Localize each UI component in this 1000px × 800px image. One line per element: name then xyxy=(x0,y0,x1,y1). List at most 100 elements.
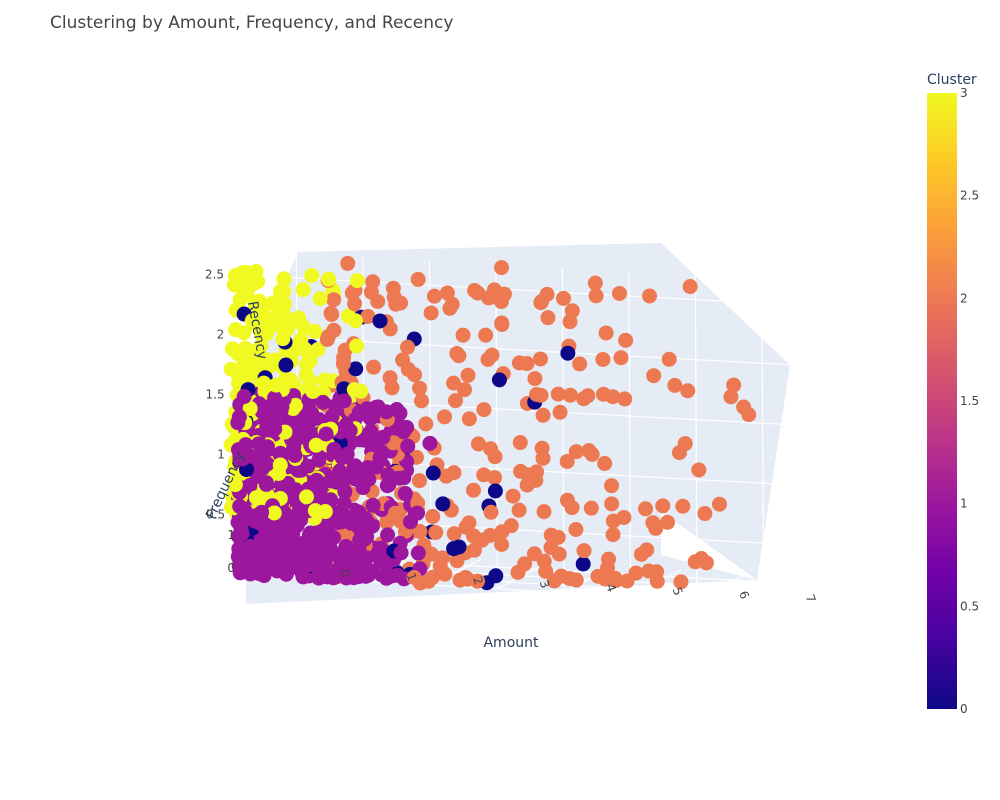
point-cluster-1 xyxy=(403,514,419,530)
point-cluster-2 xyxy=(438,468,454,484)
point-cluster-2 xyxy=(461,515,477,531)
point-cluster-2 xyxy=(388,296,404,312)
point-cluster-3 xyxy=(347,313,363,329)
point-cluster-3 xyxy=(285,313,301,329)
point-cluster-2 xyxy=(476,402,492,418)
point-cluster-1 xyxy=(262,525,278,541)
point-cluster-1 xyxy=(258,476,274,492)
point-cluster-2 xyxy=(590,568,606,584)
chart-title: Clustering by Amount, Frequency, and Rec… xyxy=(50,13,454,33)
x-tick-label: 1 xyxy=(404,571,420,583)
point-cluster-2 xyxy=(382,321,398,337)
point-cluster-1 xyxy=(326,441,342,457)
point-cluster-2 xyxy=(562,387,578,403)
point-cluster-1 xyxy=(327,569,343,585)
point-cluster-2 xyxy=(633,546,649,562)
point-cluster-1 xyxy=(288,537,304,553)
point-cluster-1 xyxy=(236,389,252,405)
point-cluster-2 xyxy=(466,482,482,498)
point-cluster-2 xyxy=(439,285,455,301)
x-tick-label: 7 xyxy=(803,593,819,605)
colorbar-tick-label: 1.5 xyxy=(960,394,979,408)
point-cluster-2 xyxy=(347,296,363,312)
point-cluster-1 xyxy=(302,525,318,541)
point-cluster-2 xyxy=(677,436,693,452)
point-cluster-2 xyxy=(619,573,635,589)
point-cluster-1 xyxy=(232,498,248,514)
point-cluster-2 xyxy=(496,286,512,302)
point-cluster-2 xyxy=(536,504,552,520)
point-cluster-0 xyxy=(278,357,294,373)
colorbar-tick-label: 0 xyxy=(960,702,968,716)
point-cluster-2 xyxy=(711,496,727,512)
point-cluster-2 xyxy=(604,478,620,494)
point-cluster-1 xyxy=(410,545,426,561)
point-cluster-1 xyxy=(342,423,358,439)
point-cluster-1 xyxy=(230,514,246,530)
point-cluster-3 xyxy=(301,352,317,368)
point-cluster-2 xyxy=(645,515,661,531)
point-cluster-1 xyxy=(266,536,282,552)
point-cluster-0 xyxy=(348,361,364,377)
point-cluster-2 xyxy=(535,450,551,466)
point-cluster-2 xyxy=(320,329,336,345)
point-cluster-2 xyxy=(667,377,683,393)
point-cluster-2 xyxy=(543,540,559,556)
point-cluster-1 xyxy=(278,566,294,582)
point-cluster-2 xyxy=(451,348,467,364)
point-cluster-2 xyxy=(576,543,592,559)
point-cluster-1 xyxy=(323,492,339,508)
point-cluster-2 xyxy=(446,375,462,391)
point-cluster-2 xyxy=(447,393,463,409)
point-cluster-1 xyxy=(378,570,394,586)
point-cluster-2 xyxy=(540,310,556,326)
colorbar-title: Cluster xyxy=(927,72,977,88)
point-cluster-3 xyxy=(242,401,258,417)
point-cluster-1 xyxy=(315,394,331,410)
point-cluster-2 xyxy=(505,488,521,504)
point-cluster-2 xyxy=(428,524,444,540)
point-cluster-2 xyxy=(532,351,548,367)
point-cluster-2 xyxy=(675,498,691,514)
point-cluster-3 xyxy=(349,338,365,354)
point-cluster-2 xyxy=(535,407,551,423)
point-cluster-3 xyxy=(274,284,290,300)
point-cluster-2 xyxy=(494,316,510,332)
point-cluster-2 xyxy=(340,255,356,271)
point-cluster-2 xyxy=(460,367,476,383)
point-cluster-1 xyxy=(337,484,353,500)
colorbar-tick-label: 2 xyxy=(960,291,968,305)
point-cluster-1 xyxy=(259,439,275,455)
point-cluster-2 xyxy=(601,551,617,567)
point-cluster-1 xyxy=(332,463,348,479)
point-cluster-1 xyxy=(318,426,334,442)
point-cluster-0 xyxy=(491,372,507,388)
point-cluster-2 xyxy=(461,411,477,427)
z-tick-label: 1.5 xyxy=(206,387,225,401)
point-cluster-2 xyxy=(680,383,696,399)
point-cluster-2 xyxy=(484,347,500,363)
point-cluster-3 xyxy=(303,373,319,389)
point-cluster-3 xyxy=(259,311,275,327)
point-cluster-2 xyxy=(467,283,483,299)
point-cluster-1 xyxy=(230,528,246,544)
point-cluster-1 xyxy=(376,554,392,570)
point-cluster-2 xyxy=(460,571,476,587)
point-cluster-2 xyxy=(618,332,634,348)
point-cluster-2 xyxy=(527,371,543,387)
point-cluster-3 xyxy=(223,361,239,377)
point-cluster-2 xyxy=(382,370,398,386)
point-cluster-2 xyxy=(611,285,627,301)
point-cluster-0 xyxy=(488,568,504,584)
point-cluster-2 xyxy=(698,555,714,571)
point-cluster-2 xyxy=(641,563,657,579)
colorbar-tick-label: 1 xyxy=(960,497,968,511)
point-cluster-2 xyxy=(559,453,575,469)
point-cluster-2 xyxy=(411,473,427,489)
point-cluster-1 xyxy=(230,415,246,431)
point-cluster-2 xyxy=(552,404,568,420)
point-cluster-1 xyxy=(254,504,270,520)
point-cluster-2 xyxy=(691,462,707,478)
point-cluster-1 xyxy=(326,530,342,546)
